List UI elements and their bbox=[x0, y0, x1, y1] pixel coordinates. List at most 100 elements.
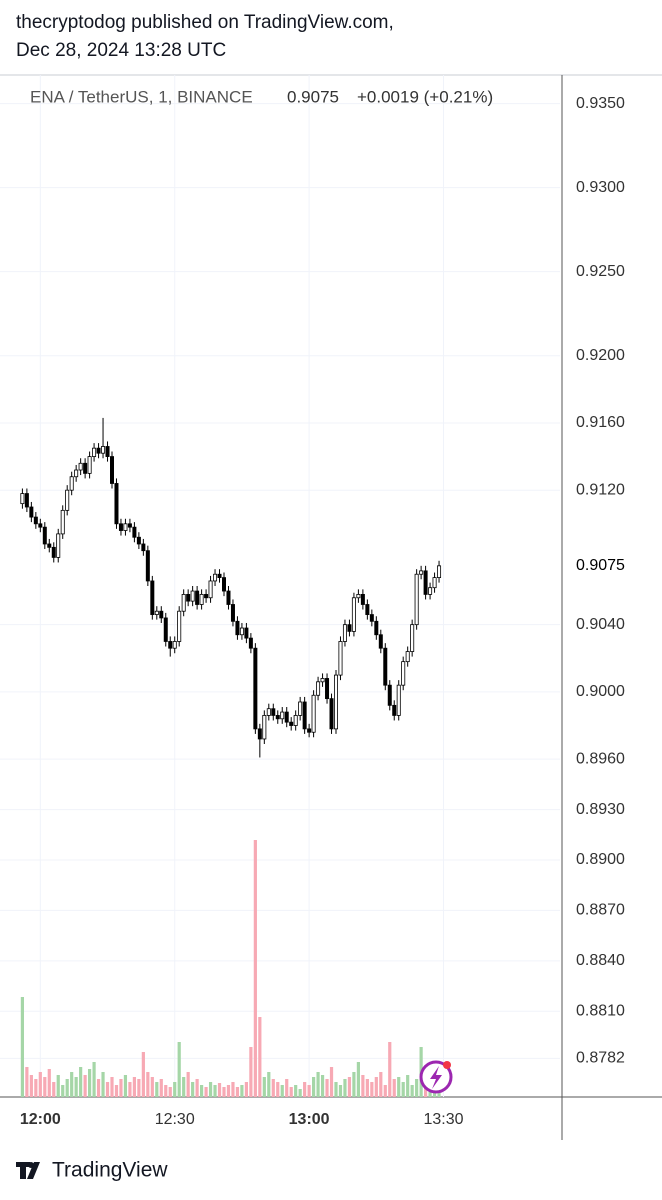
volume-bar bbox=[74, 1077, 78, 1097]
y-tick-label: 0.9160 bbox=[576, 414, 625, 431]
candle-body bbox=[60, 509, 65, 535]
candle-body bbox=[329, 698, 334, 730]
volume-bar bbox=[159, 1079, 163, 1097]
candle-body bbox=[289, 721, 294, 726]
volume-bar bbox=[325, 1079, 329, 1097]
candle-body bbox=[83, 462, 88, 474]
candle-body bbox=[302, 701, 307, 730]
volume-bar bbox=[168, 1087, 172, 1097]
candle-body bbox=[239, 627, 244, 636]
candle-body bbox=[96, 447, 101, 454]
legend: ENA / TetherUS, 1, BINANCE 0.9075 +0.001… bbox=[30, 87, 493, 106]
volume-bar bbox=[150, 1077, 154, 1097]
candle-body bbox=[392, 704, 397, 716]
volume-bar bbox=[365, 1079, 369, 1097]
volume-bar bbox=[249, 1047, 253, 1097]
candle-body bbox=[325, 678, 330, 700]
volume-bar bbox=[110, 1077, 114, 1097]
candle-body bbox=[195, 590, 200, 605]
candle-body bbox=[56, 533, 61, 558]
candle-body bbox=[172, 641, 177, 649]
candle-body bbox=[280, 711, 285, 720]
candle-body bbox=[244, 627, 249, 639]
volume-bar bbox=[173, 1082, 177, 1097]
candle-body bbox=[181, 594, 186, 612]
volume-bar bbox=[119, 1079, 123, 1097]
icon-dot bbox=[443, 1061, 451, 1069]
volume-bar bbox=[231, 1082, 235, 1097]
candle-body bbox=[356, 594, 361, 599]
volume-bar bbox=[70, 1072, 74, 1097]
volume-bar bbox=[316, 1072, 320, 1097]
y-tick-label: 0.8840 bbox=[576, 952, 625, 969]
candle-body bbox=[154, 610, 159, 615]
candle-body bbox=[298, 701, 303, 716]
volume-bar bbox=[406, 1075, 410, 1097]
candle-body bbox=[396, 684, 401, 716]
volume-bar bbox=[204, 1087, 208, 1097]
volume-bar bbox=[285, 1079, 289, 1097]
volume-bar bbox=[96, 1079, 101, 1097]
candle-body bbox=[311, 694, 316, 733]
candle-body bbox=[69, 476, 74, 491]
candle-body bbox=[136, 536, 141, 545]
volume-bar bbox=[25, 1067, 29, 1097]
candle-body bbox=[410, 624, 415, 652]
candle-body bbox=[87, 456, 92, 474]
candle-body bbox=[177, 610, 182, 642]
volume-bar bbox=[123, 1075, 128, 1097]
volume-bar bbox=[298, 1089, 302, 1097]
volume-bar bbox=[303, 1082, 307, 1097]
price-tag bbox=[564, 554, 638, 576]
candle-body bbox=[213, 573, 218, 582]
candle-body bbox=[347, 624, 352, 632]
volume-bar bbox=[244, 1082, 248, 1097]
volume-bar bbox=[258, 1017, 262, 1097]
volume-bar bbox=[383, 1085, 387, 1097]
candle-body bbox=[316, 681, 321, 696]
volume-bar bbox=[280, 1085, 284, 1097]
candle-body bbox=[378, 634, 383, 649]
y-tick-label: 0.9350 bbox=[576, 95, 625, 112]
candle-body bbox=[419, 570, 424, 575]
volume-bar bbox=[105, 1082, 110, 1097]
publish-date: Dec 28, 2024 13:28 UTC bbox=[16, 40, 227, 61]
candle-body bbox=[105, 446, 110, 457]
volume-bar bbox=[226, 1085, 231, 1097]
volume-bar bbox=[101, 1072, 105, 1097]
x-tick-label: 13:00 bbox=[289, 1111, 330, 1128]
y-tick-label: 0.8900 bbox=[576, 851, 625, 868]
volume-bar bbox=[361, 1075, 365, 1097]
volume-bar bbox=[88, 1069, 92, 1097]
volume-bar bbox=[253, 840, 257, 1097]
volume-bar bbox=[240, 1085, 244, 1097]
volume-bar bbox=[164, 1085, 168, 1097]
y-tick-label: 0.9000 bbox=[576, 683, 625, 700]
volume-bar bbox=[195, 1079, 199, 1097]
candle-body bbox=[29, 506, 34, 518]
icon-bolt bbox=[430, 1066, 442, 1089]
candle-body bbox=[369, 614, 374, 622]
y-tick-label: 0.8930 bbox=[576, 801, 625, 818]
candle-body bbox=[204, 594, 209, 599]
x-tick-label: 12:30 bbox=[155, 1111, 195, 1128]
volume-bar bbox=[65, 1079, 69, 1097]
volume-bar bbox=[267, 1072, 271, 1097]
candle-body bbox=[257, 728, 262, 740]
candle-body bbox=[159, 610, 164, 619]
volume-bar bbox=[235, 1087, 240, 1097]
candle-body bbox=[307, 728, 312, 733]
candle-body bbox=[275, 715, 280, 720]
volume-bar bbox=[29, 1075, 33, 1097]
candle-body bbox=[342, 624, 347, 642]
volume-bar bbox=[343, 1079, 347, 1097]
volume-bar bbox=[146, 1072, 150, 1097]
y-tick-label: 0.9120 bbox=[576, 481, 625, 498]
volume-bar bbox=[276, 1082, 280, 1097]
volume-bar bbox=[307, 1085, 311, 1097]
volume-bar bbox=[141, 1052, 145, 1097]
candle-body bbox=[365, 604, 370, 615]
y-tick-label: 0.9040 bbox=[576, 616, 625, 633]
candle-body bbox=[401, 661, 406, 686]
volume-bar bbox=[352, 1072, 356, 1097]
